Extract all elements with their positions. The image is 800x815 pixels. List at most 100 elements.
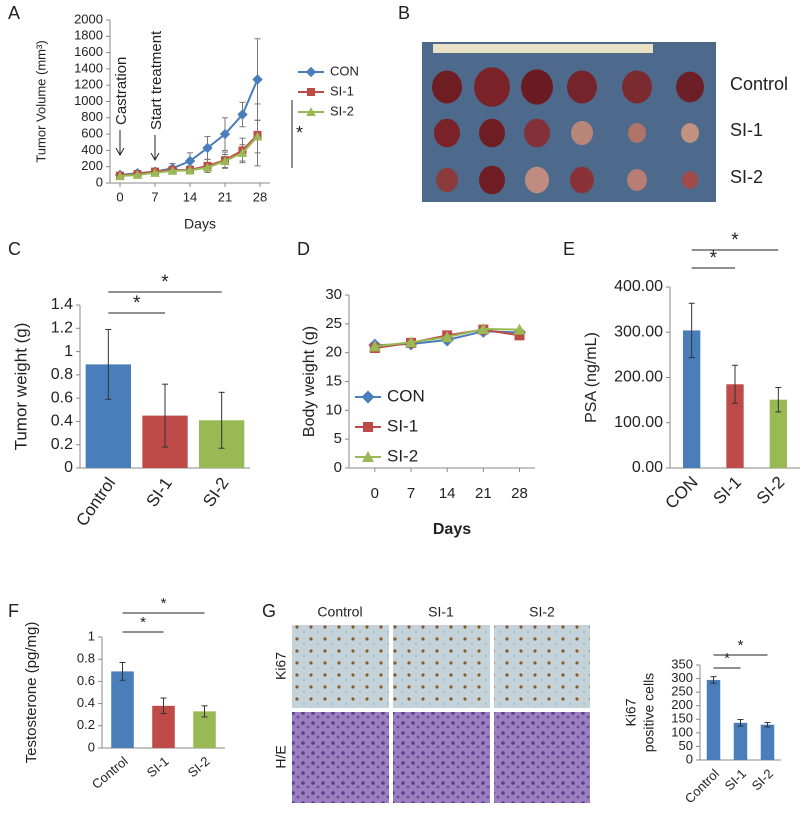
- y-tick-label: 200.00: [614, 369, 663, 386]
- marker: [202, 142, 213, 154]
- tumor: [682, 171, 698, 189]
- x-tick-label: 14: [183, 189, 197, 204]
- y-tick-label: 800: [81, 109, 103, 124]
- marker: [441, 331, 454, 343]
- panel-letter: E: [563, 239, 575, 259]
- y-tick-label: 300.00: [614, 323, 663, 340]
- y-tick-label: 5: [334, 430, 342, 447]
- x-tick-label: 21: [218, 189, 232, 204]
- y-tick-label: 2000: [74, 11, 103, 26]
- marker: [514, 330, 525, 341]
- y-tick-label: 0: [64, 459, 73, 476]
- y-tick-label: 0.4: [51, 413, 73, 430]
- marker: [306, 107, 316, 116]
- x-tick-label: Control: [72, 474, 119, 530]
- marker: [132, 170, 143, 179]
- photo-row-label: SI-1: [730, 120, 763, 140]
- panel-letter: F: [8, 601, 19, 621]
- significance-label: *: [731, 230, 739, 251]
- histology-image: [494, 625, 590, 708]
- marker: [237, 148, 248, 157]
- bar: [733, 722, 748, 760]
- x-tick-label: 28: [511, 485, 528, 502]
- y-tick-label: 0: [686, 751, 693, 766]
- bar: [706, 679, 721, 760]
- x-tick-label: 0: [116, 189, 123, 204]
- histology-image: [393, 625, 490, 708]
- marker: [361, 390, 375, 404]
- y-tick-label: 1000: [74, 93, 103, 108]
- y-tick-label: 1600: [74, 44, 103, 59]
- y-axis-label: positive cells: [641, 673, 657, 752]
- y-tick-label: 0: [88, 739, 95, 754]
- annotation: Start treatment: [148, 30, 165, 130]
- bar: [193, 711, 216, 748]
- y-axis-label: Tumor Volume (mm³): [33, 40, 48, 162]
- annotation-arrowhead: [150, 152, 160, 162]
- y-tick-label: 1: [88, 628, 95, 643]
- y-tick-label: 400.00: [614, 278, 663, 295]
- marker: [307, 88, 315, 96]
- legend-label: SI-2: [387, 446, 418, 465]
- marker: [362, 451, 374, 462]
- marker: [184, 155, 196, 167]
- y-tick-label: 1200: [74, 77, 103, 92]
- y-tick-label: 0.6: [51, 389, 73, 406]
- tumor: [525, 166, 549, 194]
- marker: [185, 165, 195, 175]
- marker: [252, 131, 263, 141]
- y-tick-label: 1: [64, 343, 73, 360]
- annotation-arrowhead: [115, 147, 125, 157]
- legend-label: SI-1: [387, 416, 418, 435]
- bar: [726, 384, 744, 468]
- significance-label: *: [296, 123, 303, 143]
- bar: [111, 671, 134, 748]
- x-tick-label: Control: [89, 753, 131, 792]
- histology-column-label: SI-1: [428, 604, 454, 620]
- y-tick-label: 0.8: [51, 366, 73, 383]
- bar: [760, 724, 775, 760]
- tumor: [521, 69, 553, 105]
- tumor: [474, 67, 510, 107]
- x-tick-label: SI-1: [710, 473, 745, 508]
- panel-letter: D: [297, 239, 310, 259]
- y-tick-label: 100.00: [614, 414, 663, 431]
- photo-row-label: Control: [730, 74, 788, 94]
- y-tick-label: 0.8: [77, 651, 95, 666]
- y-tick-label: 20: [325, 344, 342, 361]
- annotation: Castration: [113, 57, 130, 125]
- x-tick-label: SI-2: [753, 473, 788, 508]
- marker: [115, 171, 125, 181]
- y-tick-label: 50: [679, 738, 693, 753]
- x-tick-label: 14: [439, 485, 456, 502]
- histology-column-label: SI-2: [529, 604, 555, 620]
- y-axis-label: Ki67: [623, 698, 639, 726]
- histology-image: [393, 712, 490, 803]
- x-tick-label: SI-2: [749, 766, 776, 793]
- x-tick-label: 21: [475, 485, 492, 502]
- y-tick-label: 350: [671, 656, 693, 671]
- y-tick-label: 200: [671, 697, 693, 712]
- y-tick-label: 250: [671, 684, 693, 699]
- y-tick-label: 0.4: [77, 695, 95, 710]
- histology-row-label: Ki67: [273, 652, 289, 680]
- tumor: [681, 123, 699, 143]
- x-axis-label: Days: [184, 216, 216, 232]
- y-axis-label: PSA (ng/mL): [583, 332, 600, 423]
- marker: [305, 66, 317, 78]
- significance-label: *: [724, 650, 730, 667]
- y-tick-label: 200: [81, 158, 103, 173]
- tumor: [571, 120, 593, 146]
- tumor: [434, 118, 460, 148]
- y-tick-label: 30: [325, 286, 342, 303]
- significance-label: *: [140, 614, 146, 631]
- x-tick-label: 28: [253, 189, 267, 204]
- x-tick-label: 7: [151, 189, 158, 204]
- y-tick-label: 0.2: [51, 436, 73, 453]
- y-tick-label: 10: [325, 401, 342, 418]
- histology-row-label: H/E: [273, 745, 289, 768]
- tumor: [627, 169, 647, 191]
- x-tick-label: SI-2: [199, 474, 232, 510]
- significance-label: *: [710, 248, 718, 269]
